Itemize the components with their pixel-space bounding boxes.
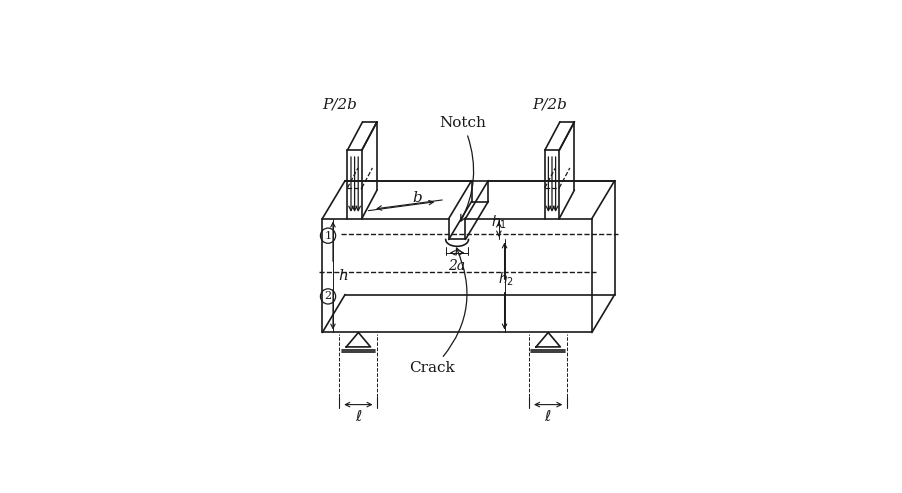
Text: P/2b: P/2b xyxy=(322,98,356,112)
Text: 1: 1 xyxy=(324,231,331,241)
Text: $h_2$: $h_2$ xyxy=(498,271,514,288)
Text: h: h xyxy=(338,269,348,282)
Text: $h_1$: $h_1$ xyxy=(491,213,506,231)
Text: 2a: 2a xyxy=(448,259,465,273)
Text: Crack: Crack xyxy=(410,248,466,375)
Text: P/2b: P/2b xyxy=(532,98,566,112)
Text: Notch: Notch xyxy=(439,116,485,221)
Text: $\ell$: $\ell$ xyxy=(544,409,551,424)
Text: b: b xyxy=(412,191,421,205)
Text: $\ell$: $\ell$ xyxy=(354,409,362,424)
Text: 2: 2 xyxy=(324,291,331,301)
